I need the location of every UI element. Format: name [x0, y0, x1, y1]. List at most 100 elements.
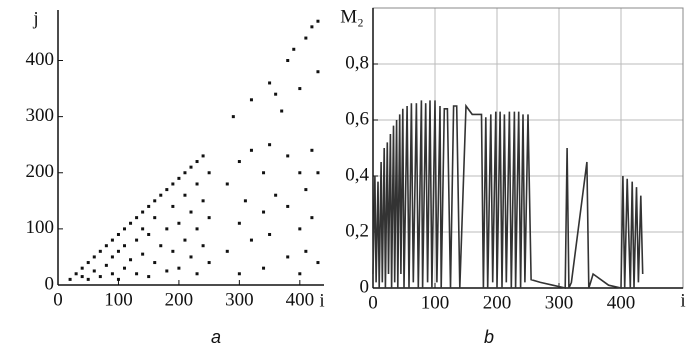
point [135, 216, 139, 220]
point [286, 59, 290, 63]
point [98, 275, 102, 279]
point [249, 98, 253, 102]
point [123, 266, 126, 270]
point [116, 249, 120, 253]
point [207, 261, 211, 265]
point [262, 210, 266, 214]
x-tick-label: 300 [545, 292, 574, 313]
point [141, 210, 145, 214]
y-tick-label: 200 [26, 161, 55, 182]
point [165, 188, 169, 192]
point [177, 176, 181, 180]
point [135, 272, 139, 276]
point [268, 232, 272, 236]
point [274, 193, 278, 197]
y-tick-label: 0 [360, 276, 370, 297]
point [189, 165, 193, 169]
point [195, 182, 199, 186]
point [68, 277, 72, 281]
x-tick-label: 200 [165, 289, 194, 310]
point [135, 238, 139, 242]
point [298, 227, 302, 231]
point [298, 171, 302, 175]
point [237, 221, 241, 225]
point [147, 232, 151, 236]
point [298, 272, 302, 276]
point [171, 249, 175, 253]
point [316, 19, 320, 23]
point [159, 193, 163, 197]
point [189, 255, 193, 259]
point [286, 204, 290, 208]
caption: a [211, 327, 221, 347]
point [286, 255, 290, 259]
point [110, 272, 114, 276]
point [310, 216, 314, 220]
point [195, 160, 199, 164]
point [262, 171, 266, 175]
y-axis-label: j [32, 8, 38, 29]
y-tick-label: 0,2 [345, 220, 369, 241]
x-tick-label: 0 [368, 292, 378, 313]
point [92, 255, 96, 259]
point [129, 221, 133, 225]
point [80, 266, 84, 270]
point [165, 269, 169, 273]
point [298, 87, 302, 91]
y-tick-label: 400 [26, 49, 55, 70]
y-tick-label: 0,4 [345, 164, 369, 185]
point [153, 216, 157, 220]
point [304, 188, 308, 192]
point [147, 204, 151, 208]
point [123, 227, 126, 231]
point [231, 115, 235, 119]
y-tick-label: 0,8 [345, 52, 369, 73]
point [116, 277, 120, 281]
point [201, 244, 205, 248]
point [110, 238, 114, 242]
line [372, 100, 644, 289]
x-axis-label: i [319, 290, 324, 311]
point [316, 70, 320, 74]
point [195, 272, 199, 276]
point [304, 249, 308, 253]
point [147, 275, 151, 279]
point [189, 210, 193, 214]
point [201, 199, 205, 203]
y-axis-label: M₂ [340, 6, 364, 27]
point [104, 263, 108, 267]
point [98, 249, 102, 253]
point [165, 227, 169, 231]
point [225, 249, 229, 253]
point [316, 261, 320, 265]
point [310, 25, 314, 29]
x-tick-label: 100 [421, 292, 450, 313]
x-tick-label: 400 [286, 289, 315, 310]
point [171, 182, 175, 186]
x-tick-label: 100 [104, 289, 133, 310]
point [243, 199, 247, 203]
point [304, 36, 308, 40]
point [201, 154, 205, 158]
point [237, 272, 241, 276]
point [249, 238, 253, 242]
x-tick-label: 400 [607, 292, 636, 313]
point [104, 244, 108, 248]
point [195, 227, 199, 231]
y-tick-label: 100 [26, 217, 55, 238]
point [274, 92, 278, 96]
y-tick-label: 0 [45, 273, 55, 294]
point [171, 204, 175, 208]
point [207, 216, 211, 220]
point [74, 272, 78, 276]
point [153, 261, 157, 265]
point [268, 143, 272, 147]
point [141, 252, 145, 256]
point [159, 244, 163, 248]
point [237, 160, 241, 164]
point [207, 171, 211, 175]
point [292, 47, 296, 51]
caption: b [484, 327, 494, 347]
x-tick-label: 0 [53, 289, 63, 310]
